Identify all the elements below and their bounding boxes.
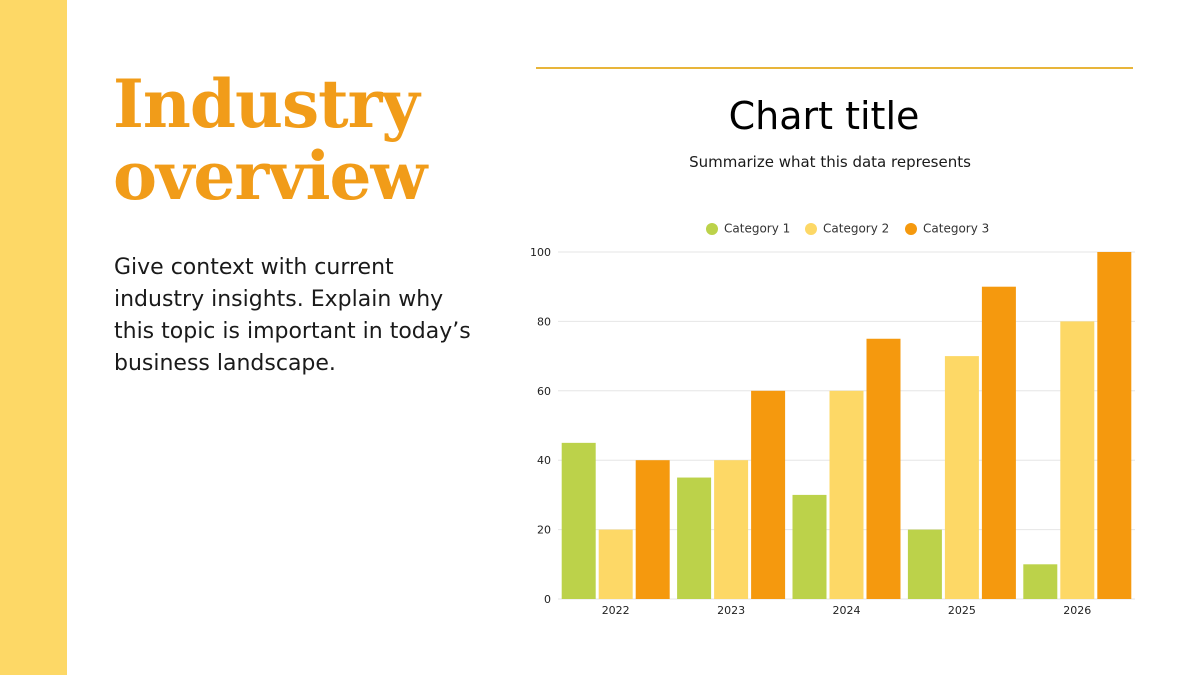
y-tick-label: 100 xyxy=(530,246,551,259)
y-axis: 0 20 40 60 80 100 xyxy=(530,246,551,606)
y-tick-label: 60 xyxy=(537,385,551,398)
bar-category-3-2026 xyxy=(1097,252,1132,599)
bar-category-1-2022 xyxy=(561,442,596,599)
bar-category-2-2023 xyxy=(714,460,749,599)
bar-category-1-2025 xyxy=(907,529,942,599)
slide-title-line-1: Industry xyxy=(113,65,420,143)
slide-title: Industry overview xyxy=(113,68,493,212)
chart-bars xyxy=(561,252,1132,599)
y-tick-label: 20 xyxy=(537,524,551,537)
bar-category-2-2025 xyxy=(944,356,979,599)
bar-category-3-2023 xyxy=(751,390,786,599)
bar-category-1-2024 xyxy=(792,494,827,599)
y-tick-label: 0 xyxy=(544,593,551,606)
x-tick-label: 2026 xyxy=(1063,604,1091,617)
bar-category-1-2023 xyxy=(677,477,712,599)
legend-label: Category 1 xyxy=(724,222,790,236)
x-tick-label: 2023 xyxy=(717,604,745,617)
bar-category-2-2026 xyxy=(1060,321,1095,599)
legend-label: Category 3 xyxy=(923,222,989,236)
slide-title-line-2: overview xyxy=(113,137,427,215)
x-axis: 2022 2023 2024 2025 2026 xyxy=(602,604,1092,617)
chart-subtitle: Summarize what this data represents xyxy=(689,153,971,171)
bar-category-3-2022 xyxy=(635,460,670,599)
bar-category-3-2025 xyxy=(981,286,1016,599)
legend-swatch xyxy=(805,223,817,235)
chart-title: Chart title xyxy=(729,94,920,138)
bar-category-1-2026 xyxy=(1023,564,1058,599)
slide-body-text: Give context with current industry insig… xyxy=(114,255,471,376)
legend-swatch xyxy=(706,223,718,235)
bar-category-3-2024 xyxy=(866,338,901,599)
x-tick-label: 2025 xyxy=(948,604,976,617)
bar-category-2-2024 xyxy=(829,390,864,599)
legend-swatch xyxy=(905,223,917,235)
legend-label: Category 2 xyxy=(823,222,889,236)
divider-rule xyxy=(536,67,1133,69)
y-tick-label: 80 xyxy=(537,315,551,328)
y-tick-label: 40 xyxy=(537,454,551,467)
x-tick-label: 2022 xyxy=(602,604,630,617)
bar-category-2-2022 xyxy=(598,529,633,599)
accent-sidebar xyxy=(0,0,67,675)
x-tick-label: 2024 xyxy=(833,604,861,617)
chart-legend: Category 1 Category 2 Category 3 xyxy=(706,222,989,236)
